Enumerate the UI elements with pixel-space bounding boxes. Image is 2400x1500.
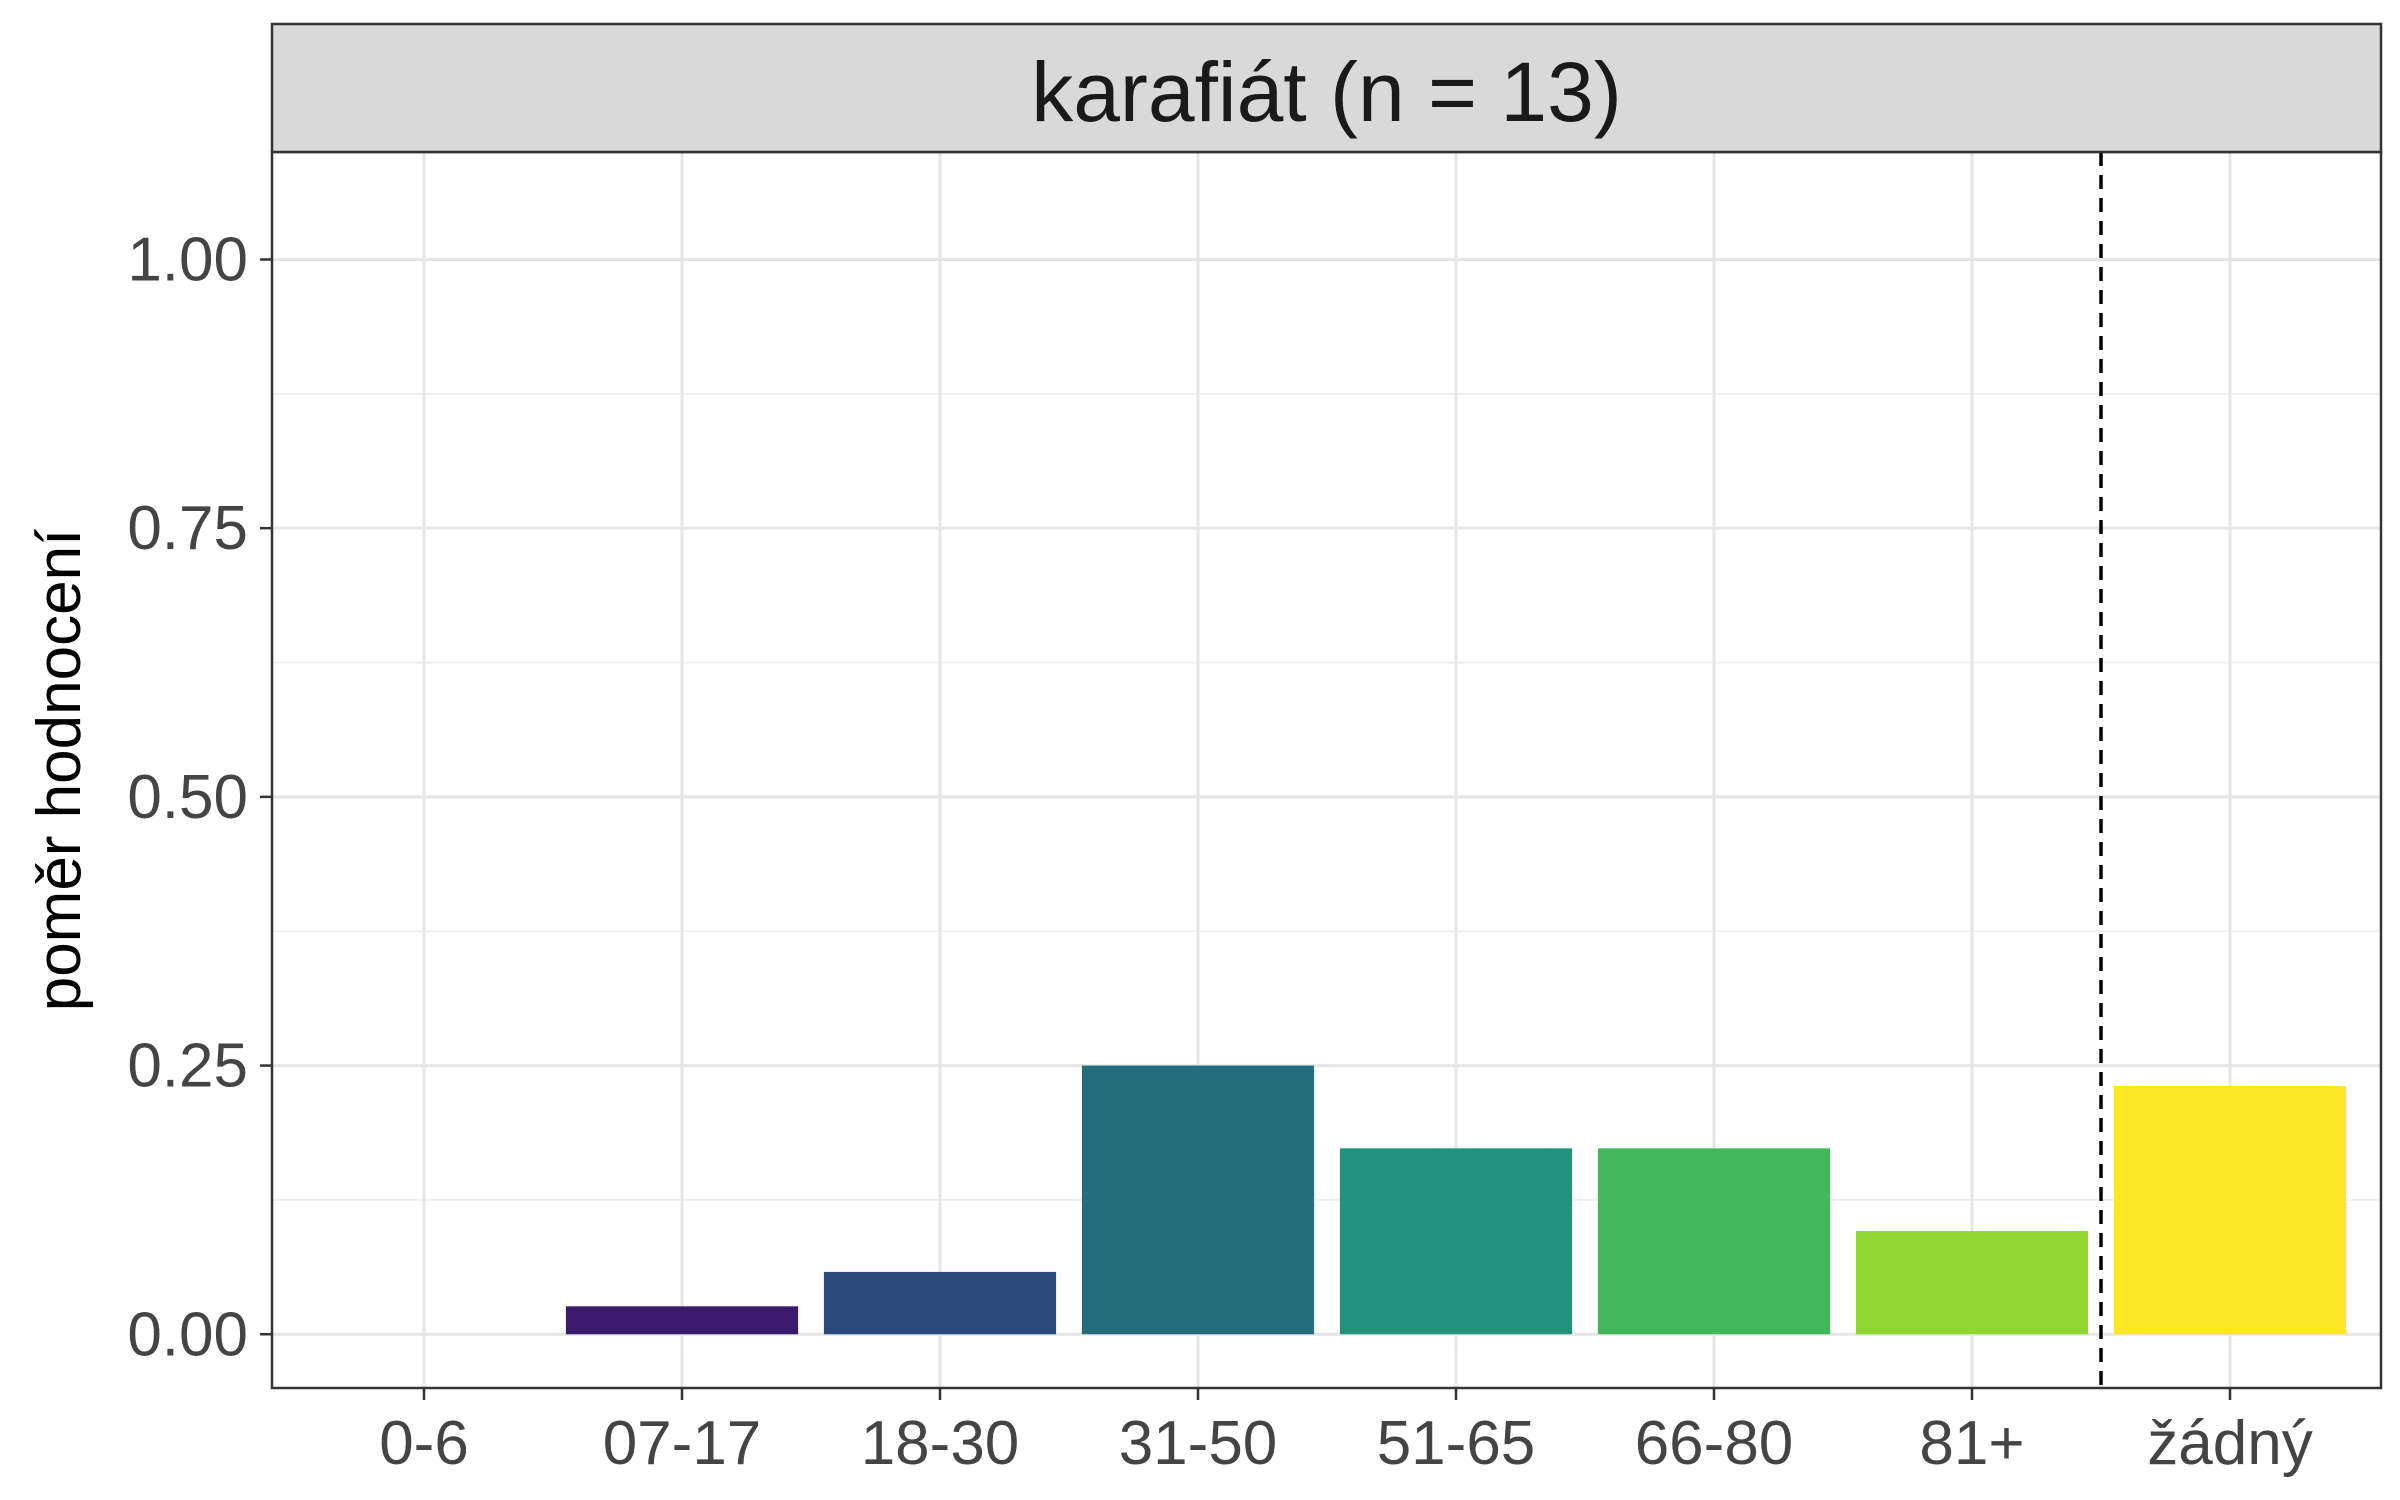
- y-tick-label: 0.25: [127, 1032, 248, 1101]
- x-tick-label: 0-6: [379, 1409, 469, 1478]
- axis-layer: 0.00 0.25 0.50 0.75 1.00 0-6 07-17 18-30 31-50 51…: [127, 225, 2312, 1478]
- bar-žádný: [2113, 1085, 2347, 1335]
- y-tick-label: 0.00: [127, 1300, 248, 1369]
- bar-07-17: [565, 1306, 799, 1335]
- bar-18-30: [823, 1271, 1057, 1335]
- x-tick-label: 18-30: [861, 1409, 1020, 1478]
- x-tick-label: 66-80: [1635, 1409, 1794, 1478]
- facet-strip-title: karafiát (n = 13): [1031, 45, 1622, 139]
- x-tick-label: 31-50: [1119, 1409, 1278, 1478]
- x-tick-label: 07-17: [603, 1409, 762, 1478]
- bar-51-65: [1339, 1148, 1573, 1335]
- x-tick-label: 51-65: [1377, 1409, 1536, 1478]
- x-tick-label: 81+: [1919, 1409, 2024, 1478]
- bar-31-50: [1081, 1065, 1315, 1335]
- bar-66-80: [1597, 1148, 1831, 1335]
- y-axis-title: poměr hodnocení: [25, 529, 94, 1012]
- y-tick-label: 0.75: [127, 494, 248, 563]
- y-tick-label: 0.50: [127, 763, 248, 832]
- bar-81+: [1855, 1231, 2089, 1335]
- bars-layer: [565, 1065, 2347, 1335]
- facet-strip: [270, 22, 2383, 154]
- x-tick-label: žádný: [2147, 1409, 2312, 1478]
- panel-background: [272, 152, 2381, 1388]
- y-tick-label: 1.00: [127, 225, 248, 294]
